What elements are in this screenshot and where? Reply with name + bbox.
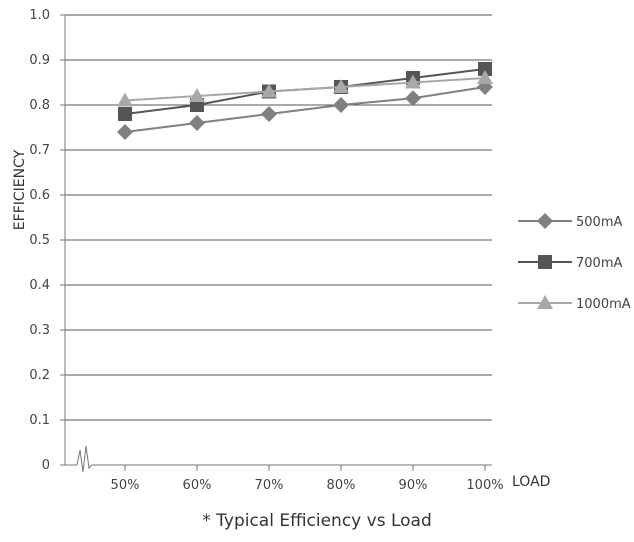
data-point [189,115,205,131]
y-tick-label: 0.7 [29,143,50,158]
data-point [405,90,421,107]
legend-label: 500mA [576,215,622,230]
legend-label: 700mA [576,256,622,271]
data-point [118,107,132,121]
data-point [117,124,133,140]
data-point [333,79,349,93]
data-point [477,70,493,84]
y-tick-labels: 0 0.1 0.2 0.3 0.4 0.5 0.6 0.7 0.8 0.9 1.0 [29,8,50,473]
data-point [117,92,133,107]
grid-lines [65,14,492,421]
legend: 500mA 700mA 1000mA [518,213,631,312]
x-tick-label: 90% [399,478,428,493]
y-axis-title: EFFICIENCY [12,149,28,230]
axes [60,14,492,473]
legend-marker [537,213,553,229]
x-tick-label: 80% [327,478,356,493]
data-series [117,62,493,140]
chart-caption: * Typical Efficiency vs Load [202,511,432,531]
x-tick-label: 100% [466,478,503,493]
x-axis-title: LOAD [512,474,550,490]
y-tick-label: 0.1 [29,413,50,428]
legend-marker [537,295,553,309]
y-tick-label: 0.9 [29,53,50,68]
y-tick-label: 0 [42,458,50,473]
x-tick-label: 70% [255,478,284,493]
series-500mA [117,79,493,140]
data-point [261,83,277,98]
y-tick-label: 0.5 [29,233,50,248]
axis-break-mark [76,445,93,473]
series-line [124,68,486,115]
x-tick-label: 50% [111,478,140,493]
x-tick-labels: 50% 60% 70% 80% 90% 100% [111,478,504,493]
y-tick-label: 1.0 [29,8,50,23]
series-700mA [118,62,492,121]
legend-entry: 500mA [518,213,622,230]
data-point [333,97,349,113]
series-1000mA [117,70,493,107]
data-point [261,106,277,122]
y-tick-label: 0.3 [29,323,50,338]
data-point [478,62,492,76]
y-tick-label: 0.8 [29,98,50,113]
data-point [189,88,205,102]
y-tick-label: 0.2 [29,368,50,383]
y-tick-label: 0.6 [29,188,50,203]
legend-entry: 700mA [518,255,622,271]
legend-entry: 1000mA [518,295,631,312]
series-line [124,77,486,102]
y-tick-label: 0.4 [29,278,50,293]
x-tick-label: 60% [183,478,212,493]
series-line [124,86,486,133]
legend-label: 1000mA [576,297,631,312]
legend-marker [538,255,552,269]
data-point [405,74,421,89]
